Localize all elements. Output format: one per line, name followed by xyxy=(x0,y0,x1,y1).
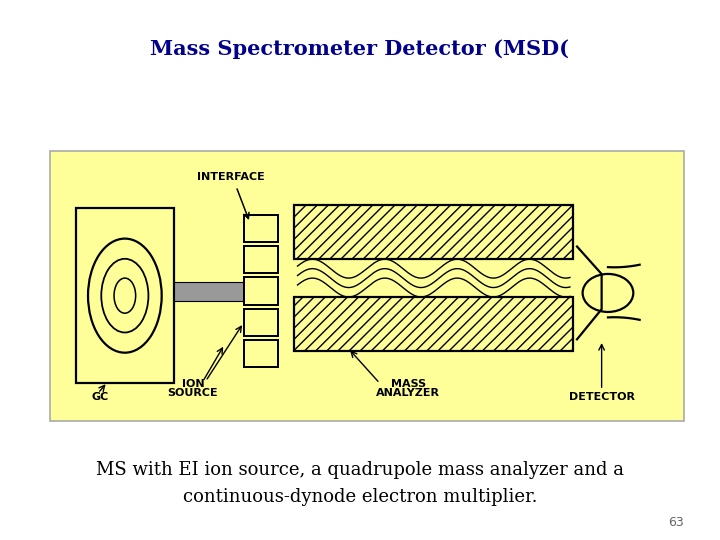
Text: ANALYZER: ANALYZER xyxy=(377,388,441,398)
Ellipse shape xyxy=(88,239,162,353)
Text: INTERFACE: INTERFACE xyxy=(197,172,265,182)
Text: SOURCE: SOURCE xyxy=(168,388,218,398)
Bar xyxy=(294,297,573,351)
Bar xyxy=(243,309,279,336)
Circle shape xyxy=(582,274,634,312)
Text: DETECTOR: DETECTOR xyxy=(569,392,634,402)
Ellipse shape xyxy=(114,278,135,313)
Bar xyxy=(294,205,573,259)
Text: 63: 63 xyxy=(668,516,684,529)
Text: MS with EI ion source, a quadrupole mass analyzer and a: MS with EI ion source, a quadrupole mass… xyxy=(96,461,624,479)
Text: MASS: MASS xyxy=(391,379,426,389)
Text: GC: GC xyxy=(91,392,109,402)
Bar xyxy=(50,151,684,421)
Text: ION: ION xyxy=(181,379,204,389)
Bar xyxy=(76,208,174,383)
Bar xyxy=(174,282,243,301)
Bar xyxy=(243,246,279,273)
Bar xyxy=(243,340,279,367)
Bar xyxy=(243,278,279,305)
Text: continuous-dynode electron multiplier.: continuous-dynode electron multiplier. xyxy=(183,488,537,506)
Ellipse shape xyxy=(102,259,148,333)
Text: Mass Spectrometer Detector (MSD(: Mass Spectrometer Detector (MSD( xyxy=(150,38,570,59)
Bar xyxy=(243,215,279,242)
